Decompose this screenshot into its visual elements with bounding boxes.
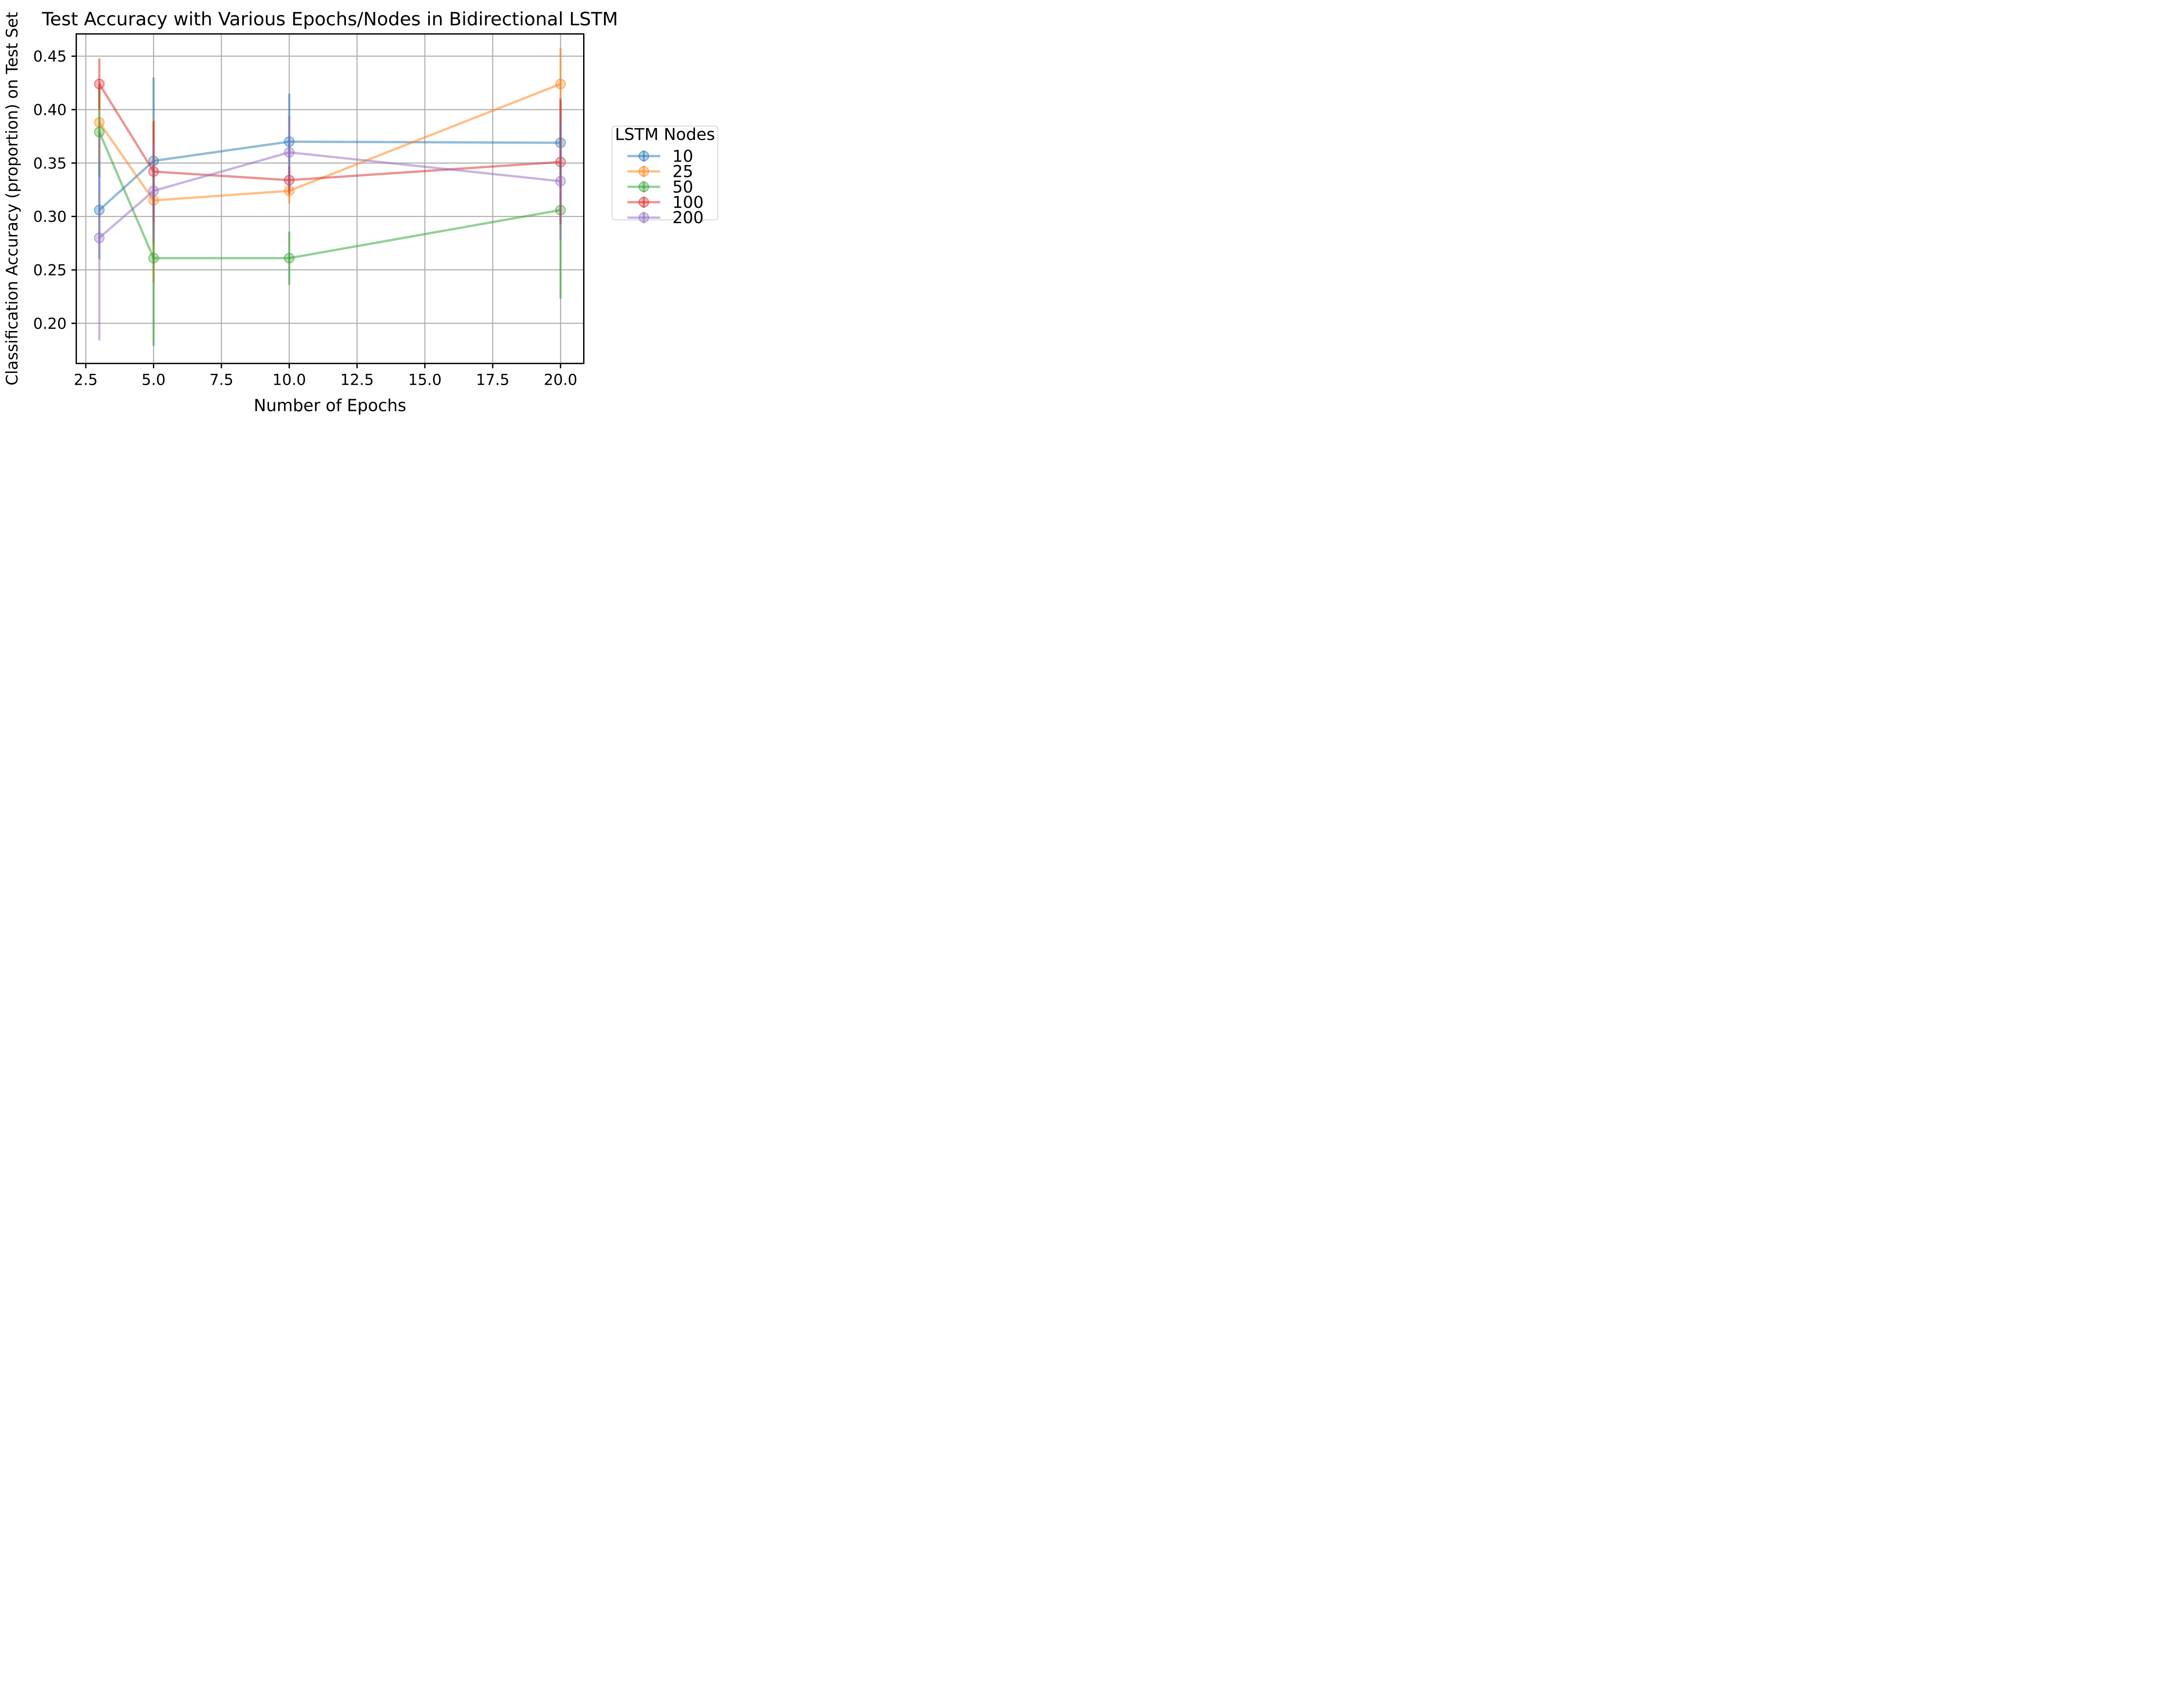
data-point-marker [555, 176, 566, 187]
y-tick-label: 0.35 [33, 155, 67, 172]
axis-tick-layer: 2.5 5.0 7.5 10.0 12.5 15.0 17.5 20.0 0.20 0.25 0.3… [33, 48, 577, 389]
legend-entry-200: 200 [627, 208, 704, 227]
x-tick-label: 7.5 [209, 371, 233, 389]
data-line [98, 140, 561, 211]
data-line [98, 151, 561, 239]
x-tick-label: 10.0 [273, 371, 306, 389]
x-tick-label: 20.0 [544, 371, 577, 389]
legend-marker [638, 151, 650, 162]
y-tick-label: 0.40 [33, 102, 67, 119]
legend-title: LSTM Nodes [615, 124, 715, 144]
data-line [98, 131, 561, 259]
data-point-marker [284, 147, 295, 158]
data-line [98, 83, 561, 202]
legend-entry-25: 25 [627, 162, 693, 181]
y-tick-label: 0.45 [33, 48, 67, 66]
legend-frame [612, 125, 719, 221]
y-tick-label: 0.25 [33, 262, 67, 279]
data-point-marker [148, 185, 159, 197]
figure: 2.5 5.0 7.5 10.0 12.5 15.0 17.5 20.0 0.20 0.25 0.3… [0, 0, 727, 421]
y-tick-label: 0.20 [33, 315, 67, 333]
data-point-marker [284, 252, 295, 264]
data-point-marker [94, 232, 105, 243]
y-tick-label: 0.30 [33, 208, 67, 226]
legend-entry-label: 200 [672, 208, 704, 227]
x-tick-label: 5.0 [142, 371, 166, 389]
x-tick-label: 12.5 [340, 371, 374, 389]
legend-entry-label: 50 [672, 177, 693, 197]
data-point-marker [94, 79, 105, 90]
legend-marker [638, 181, 650, 192]
legend-marker [638, 212, 650, 223]
x-tick-label: 2.5 [74, 371, 98, 389]
x-axis-label: Number of Epochs [254, 396, 406, 415]
x-tick-label: 15.0 [408, 371, 442, 389]
legend-entry-10: 10 [627, 146, 693, 166]
series-layer [94, 48, 566, 346]
chart-title: Test Accuracy with Various Epochs/Nodes … [41, 8, 618, 30]
plot-background [76, 34, 584, 364]
chart-svg: 2.5 5.0 7.5 10.0 12.5 15.0 17.5 20.0 0.20 0.25 0.3… [3, 8, 719, 415]
legend-entry-50: 50 [627, 177, 693, 197]
x-tick-label: 17.5 [476, 371, 510, 389]
legend-marker [638, 166, 650, 177]
series-200 [94, 116, 566, 341]
legend-entry-label: 25 [672, 162, 693, 181]
plot-border [76, 33, 584, 364]
y-axis-label: Classification Accuracy (proportion) on … [3, 12, 21, 385]
legend-entry-100: 100 [627, 193, 704, 212]
legend-entry-label: 10 [672, 146, 693, 166]
data-point-marker [555, 79, 566, 90]
legend-entry-label: 100 [672, 193, 704, 212]
data-point-marker [148, 252, 159, 264]
legend-marker [638, 197, 650, 208]
data-line [98, 83, 561, 182]
